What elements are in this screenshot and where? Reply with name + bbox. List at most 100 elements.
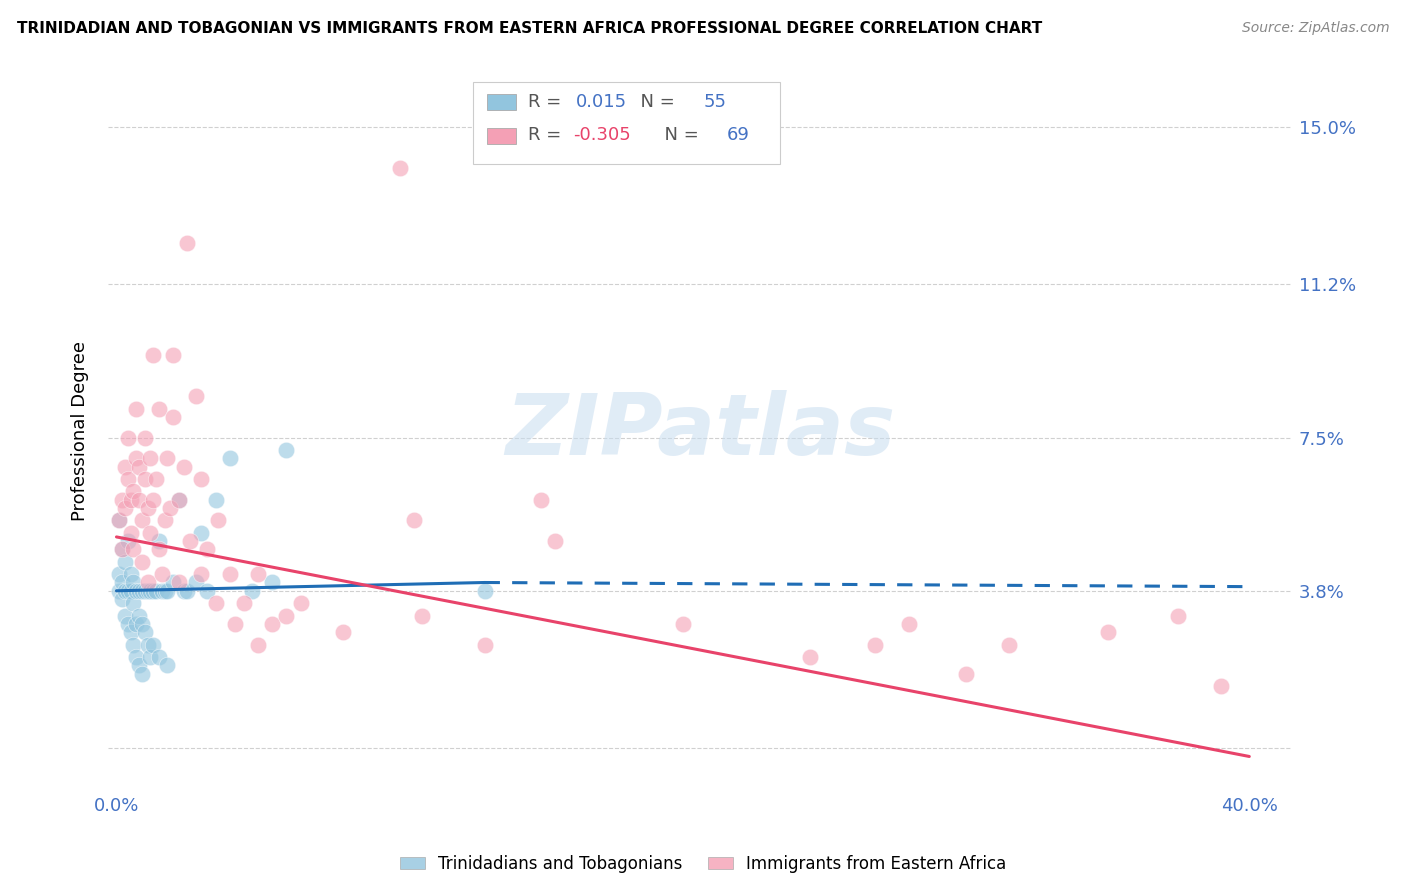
- Point: [125, 451, 148, 466]
- Point: [134, 472, 156, 486]
- FancyBboxPatch shape: [486, 95, 516, 111]
- Point: [190, 525, 212, 540]
- Point: [128, 658, 150, 673]
- Point: [120, 583, 142, 598]
- Point: [117, 472, 139, 486]
- Text: N =: N =: [652, 127, 704, 145]
- Point: [148, 401, 170, 416]
- FancyBboxPatch shape: [472, 81, 780, 164]
- Point: [142, 583, 165, 598]
- Point: [173, 583, 195, 598]
- Point: [1097, 625, 1119, 640]
- Point: [204, 492, 226, 507]
- Point: [142, 492, 165, 507]
- Point: [114, 608, 136, 623]
- Point: [139, 525, 162, 540]
- Point: [120, 492, 142, 507]
- Point: [128, 492, 150, 507]
- Point: [262, 616, 284, 631]
- Point: [142, 638, 165, 652]
- Text: Source: ZipAtlas.com: Source: ZipAtlas.com: [1241, 21, 1389, 36]
- Point: [134, 430, 156, 444]
- Point: [128, 608, 150, 623]
- FancyBboxPatch shape: [486, 128, 516, 144]
- Point: [173, 459, 195, 474]
- Point: [114, 583, 136, 598]
- Text: TRINIDADIAN AND TOBAGONIAN VS IMMIGRANTS FROM EASTERN AFRICA PROFESSIONAL DEGREE: TRINIDADIAN AND TOBAGONIAN VS IMMIGRANTS…: [17, 21, 1042, 37]
- Point: [136, 575, 159, 590]
- Point: [145, 583, 167, 598]
- Point: [139, 451, 162, 466]
- Point: [162, 348, 184, 362]
- Point: [156, 583, 179, 598]
- Point: [117, 430, 139, 444]
- Point: [131, 616, 153, 631]
- Point: [997, 638, 1019, 652]
- Point: [122, 575, 145, 590]
- Point: [125, 650, 148, 665]
- Point: [162, 409, 184, 424]
- Point: [195, 542, 218, 557]
- Point: [125, 401, 148, 416]
- Point: [799, 650, 821, 665]
- Point: [150, 567, 173, 582]
- Point: [195, 583, 218, 598]
- Y-axis label: Professional Degree: Professional Degree: [72, 342, 89, 521]
- Point: [120, 567, 142, 582]
- Point: [184, 575, 207, 590]
- Text: ZIPatlas: ZIPatlas: [505, 390, 896, 473]
- Point: [148, 650, 170, 665]
- Point: [204, 596, 226, 610]
- Point: [122, 638, 145, 652]
- Text: 69: 69: [727, 127, 749, 145]
- Point: [218, 451, 240, 466]
- Point: [117, 583, 139, 598]
- Point: [179, 534, 201, 549]
- Point: [134, 583, 156, 598]
- Text: 55: 55: [703, 93, 727, 111]
- Point: [128, 583, 150, 598]
- Point: [247, 638, 270, 652]
- Point: [131, 666, 153, 681]
- Point: [111, 542, 134, 557]
- Text: N =: N =: [628, 93, 681, 111]
- Point: [128, 459, 150, 474]
- Point: [156, 658, 179, 673]
- Point: [131, 513, 153, 527]
- Point: [167, 492, 190, 507]
- Point: [207, 513, 229, 527]
- Point: [136, 583, 159, 598]
- Point: [136, 638, 159, 652]
- Point: [117, 616, 139, 631]
- Point: [148, 542, 170, 557]
- Point: [530, 492, 553, 507]
- Point: [156, 451, 179, 466]
- Point: [218, 567, 240, 582]
- Point: [111, 492, 134, 507]
- Point: [474, 638, 496, 652]
- Point: [111, 542, 134, 557]
- Point: [153, 513, 176, 527]
- Point: [136, 500, 159, 515]
- Point: [131, 555, 153, 569]
- Point: [184, 389, 207, 403]
- Point: [122, 484, 145, 499]
- Point: [167, 492, 190, 507]
- Text: 0.015: 0.015: [575, 93, 627, 111]
- Point: [125, 583, 148, 598]
- Point: [544, 534, 567, 549]
- Point: [388, 161, 411, 176]
- Point: [898, 616, 921, 631]
- Point: [108, 513, 131, 527]
- Point: [865, 638, 887, 652]
- Point: [148, 534, 170, 549]
- Point: [672, 616, 695, 631]
- Point: [108, 583, 131, 598]
- Point: [120, 625, 142, 640]
- Point: [1167, 608, 1189, 623]
- Legend: Trinidadians and Tobagonians, Immigrants from Eastern Africa: Trinidadians and Tobagonians, Immigrants…: [394, 848, 1012, 880]
- Point: [139, 583, 162, 598]
- Point: [120, 525, 142, 540]
- Text: R =: R =: [529, 93, 567, 111]
- Point: [159, 500, 181, 515]
